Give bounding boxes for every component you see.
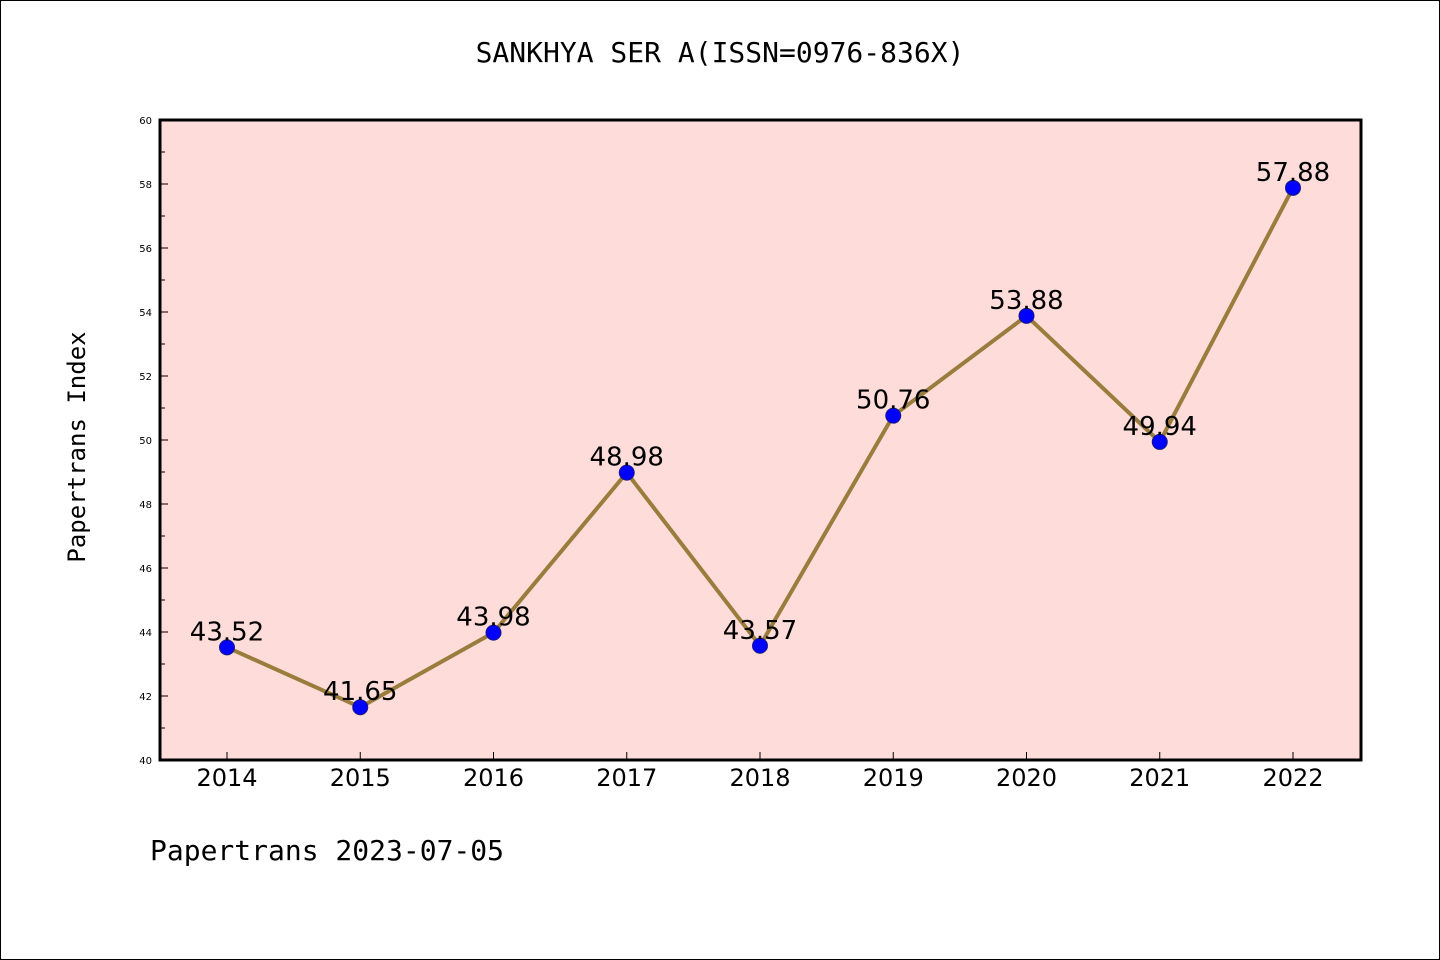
data-point xyxy=(1151,433,1168,450)
x-tick-label: 2018 xyxy=(729,764,790,792)
y-tick-label: 54 xyxy=(139,308,152,319)
x-tick-label: 2014 xyxy=(196,764,257,792)
data-point xyxy=(885,407,902,424)
x-tick-label: 2017 xyxy=(596,764,657,792)
data-label: 48.98 xyxy=(590,443,664,473)
data-label: 43.52 xyxy=(190,617,264,647)
data-point xyxy=(352,699,369,716)
data-point xyxy=(219,639,235,656)
y-tick-label: 48 xyxy=(139,500,152,511)
series-markers xyxy=(219,179,1301,716)
y-tick-label: 46 xyxy=(139,564,152,575)
x-tick-label: 2015 xyxy=(330,764,391,792)
x-tick-label: 2016 xyxy=(463,764,524,792)
y-tick-label: 60 xyxy=(139,116,152,127)
y-tick-label: 52 xyxy=(139,372,152,383)
data-point xyxy=(752,637,768,654)
y-tick-label: 50 xyxy=(139,436,152,447)
x-tick-label: 2020 xyxy=(996,764,1057,792)
y-tick-label: 40 xyxy=(139,756,152,767)
chart-title: SANKHYA SER A(ISSN=0976-836X) xyxy=(475,36,965,69)
data-point xyxy=(1285,179,1301,196)
x-tick-label: 2021 xyxy=(1129,764,1190,792)
data-labels: 43.52 41.65 43.98 48.98 43.57 50.76 53.88 49.94… xyxy=(190,158,1330,707)
data-label: 41.65 xyxy=(323,677,397,707)
y-tick-label: 44 xyxy=(139,628,152,639)
data-point xyxy=(618,464,635,481)
x-tick-label: 2019 xyxy=(863,764,924,792)
data-label: 43.57 xyxy=(723,616,797,646)
data-point xyxy=(485,624,502,641)
y-tick-label: 56 xyxy=(139,244,152,255)
data-point xyxy=(1018,307,1035,324)
plot-border xyxy=(158,118,1363,762)
data-label: 57.88 xyxy=(1256,158,1330,188)
data-label: 50.76 xyxy=(856,386,930,416)
data-label: 53.88 xyxy=(989,286,1063,316)
y-tick-label: 42 xyxy=(139,692,152,703)
x-axis: 2014 2015 2016 2017 2018 2019 2020 2021 2022 xyxy=(196,752,1324,792)
footer-note: Papertrans 2023-07-05 xyxy=(150,834,505,867)
x-tick-label: 2022 xyxy=(1262,764,1323,792)
y-axis-label: Papertrans Index xyxy=(63,331,91,562)
data-label: 43.98 xyxy=(456,603,530,633)
data-label: 49.94 xyxy=(1123,412,1197,442)
y-tick-label: 58 xyxy=(139,180,152,191)
